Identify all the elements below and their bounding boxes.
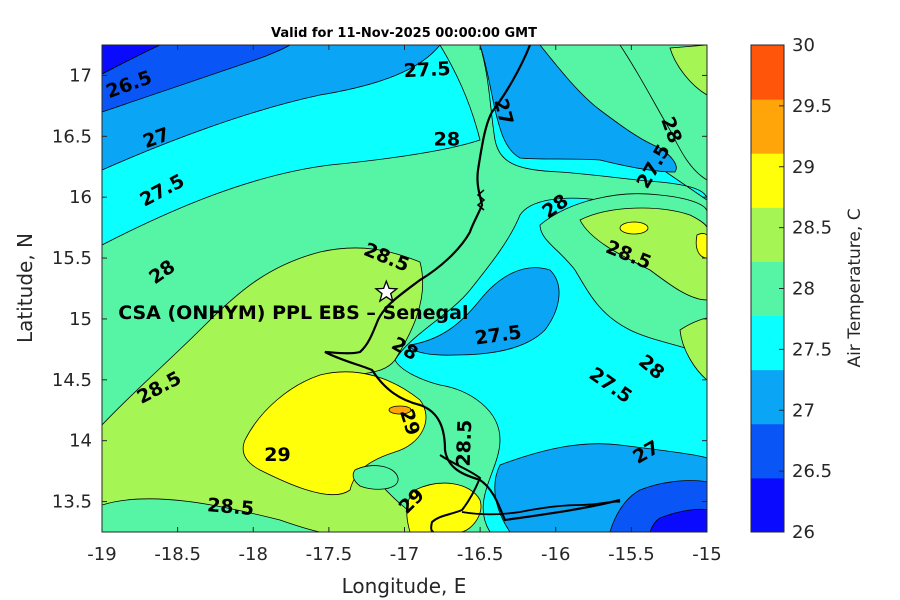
y-tick-label: 16 bbox=[69, 187, 92, 208]
contour-map bbox=[102, 45, 707, 532]
colorbar-swatch bbox=[751, 207, 784, 262]
site-label: CSA (ONHYM) PPL EBS – Senegal bbox=[118, 302, 468, 324]
border-south bbox=[461, 500, 621, 516]
x-tick-label: -19 bbox=[87, 544, 116, 565]
border-gambia bbox=[430, 454, 482, 532]
contour-fill-29-5-spot bbox=[388, 405, 412, 415]
colorbar: 26 26.5 27 27.5 28 28.5 29 29.5 30 bbox=[750, 35, 832, 543]
contour-fill-27-center bbox=[409, 267, 560, 356]
y-tick-label: 17 bbox=[69, 65, 92, 86]
y-tick-label: 15 bbox=[69, 309, 92, 330]
contour-label: 28.5 bbox=[453, 419, 477, 467]
contour-label: 29 bbox=[264, 444, 290, 466]
contour-fill-28-5-east-edge bbox=[679, 317, 707, 381]
y-tick-label: 14 bbox=[69, 431, 92, 452]
colorbar-tick-label: 28.5 bbox=[792, 218, 832, 239]
contour-label: 27.5 bbox=[403, 58, 451, 82]
contour-fill-28-5-ne bbox=[669, 45, 707, 96]
x-tick-label: -16 bbox=[541, 544, 570, 565]
colorbar-swatch bbox=[751, 261, 784, 317]
contour-fill-29-east-spot bbox=[619, 221, 649, 235]
contour-fill-29-south bbox=[406, 482, 482, 532]
colorbar-swatch bbox=[751, 423, 784, 479]
colorbar-tick-label: 29 bbox=[792, 157, 815, 178]
contour-label: 28 bbox=[434, 128, 460, 150]
x-tick-label: -15.5 bbox=[608, 544, 655, 565]
colorbar-tick-label: 26 bbox=[792, 522, 815, 543]
colorbar-swatch bbox=[751, 45, 784, 100]
colorbar-tick-label: 28 bbox=[792, 279, 815, 300]
colorbar-swatch bbox=[751, 369, 784, 425]
x-tick-label: -15 bbox=[692, 544, 721, 565]
colorbar-tick-label: 27.5 bbox=[792, 339, 832, 360]
contour-fill-26-se bbox=[649, 508, 707, 532]
x-axis-label: Longitude, E bbox=[342, 574, 467, 598]
contour-label: 28.5 bbox=[206, 494, 255, 520]
contour-fill-29-east-edge bbox=[695, 233, 707, 259]
x-tick-label: -17.5 bbox=[306, 544, 353, 565]
y-tick-label: 13.5 bbox=[52, 492, 92, 513]
x-tick-label: -17 bbox=[390, 544, 419, 565]
site-marker: CSA (ONHYM) PPL EBS – Senegal bbox=[118, 279, 468, 324]
x-tick-label: -18.5 bbox=[154, 544, 201, 565]
site-star-icon bbox=[374, 279, 399, 303]
y-tick-label: 16.5 bbox=[52, 126, 92, 147]
colorbar-tick-label: 30 bbox=[792, 35, 815, 56]
river-detail bbox=[476, 189, 486, 211]
colorbar-swatch bbox=[751, 315, 784, 371]
x-axis-ticks: -19 -18.5 -18 -17.5 -17 -16.5 -16 -15.5 -15 bbox=[87, 45, 722, 565]
colorbar-tick-label: 26.5 bbox=[792, 461, 832, 482]
chart-title: Valid for 11-Nov-2025 00:00:00 GMT bbox=[271, 26, 537, 41]
contour-fill-28-sw bbox=[102, 498, 321, 532]
contour-fill-28-ne bbox=[619, 45, 707, 181]
y-tick-label: 14.5 bbox=[52, 370, 92, 391]
contour-fill-26-5-nw bbox=[102, 45, 291, 113]
colorbar-tick-label: 27 bbox=[792, 400, 815, 421]
y-axis-label: Latitude, N bbox=[13, 233, 37, 343]
contour-fill-28-pocket bbox=[352, 465, 399, 490]
contour-fill-29-main bbox=[242, 371, 427, 495]
colorbar-swatch bbox=[751, 99, 784, 154]
x-tick-label: -18 bbox=[239, 544, 268, 565]
colorbar-swatch bbox=[751, 477, 784, 533]
colorbar-tick-label: 29.5 bbox=[792, 96, 832, 117]
contour-fill-28-5-east bbox=[579, 207, 707, 301]
colorbar-label: Air Temperature, C bbox=[845, 208, 865, 367]
colorbar-swatch bbox=[751, 153, 784, 208]
y-tick-label: 15.5 bbox=[52, 248, 92, 269]
contour-fill-27-ne bbox=[479, 45, 677, 173]
x-tick-label: -16.5 bbox=[457, 544, 504, 565]
y-axis-ticks: 13.5 14 14.5 15 15.5 16 16.5 17 bbox=[52, 65, 707, 513]
